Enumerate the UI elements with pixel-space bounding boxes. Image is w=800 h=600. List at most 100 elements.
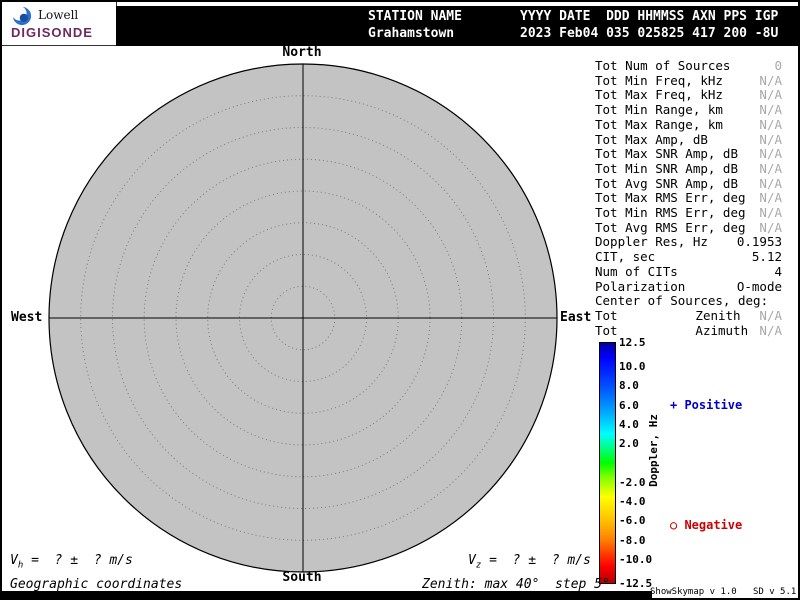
colorbar-tick-label: -8.0 bbox=[619, 533, 646, 547]
header-fields-value: 2023 Feb04 035 025825 417 200 -8U bbox=[520, 26, 779, 41]
stat-label: CIT, sec bbox=[595, 249, 656, 265]
stat-value: O-mode bbox=[736, 278, 782, 294]
colorbar-tick-label: -10.0 bbox=[619, 552, 653, 566]
logo-product-name: DIGISONDE bbox=[11, 25, 93, 40]
stat-value: N/A bbox=[759, 72, 782, 88]
stat-label: Tot Avg RMS Err, deg bbox=[595, 219, 746, 235]
stat-value: N/A bbox=[759, 190, 782, 206]
stat-value: N/A bbox=[759, 322, 782, 338]
stat-row: Tot Avg RMS Err, deg N/A bbox=[595, 219, 782, 236]
zenith-scale-note: Zenith: max 40° step 5° bbox=[422, 577, 610, 592]
negative-legend: ○ Negative bbox=[670, 518, 743, 532]
header-station-label: STATION NAME bbox=[368, 9, 462, 24]
stat-row: CIT, sec 5.12 bbox=[595, 249, 782, 265]
label-west: West bbox=[11, 310, 43, 325]
colorbar-title: Doppler, Hz bbox=[647, 414, 660, 487]
colorbar-tick-label: -12.5 bbox=[619, 577, 653, 590]
vz-subscript: z bbox=[475, 560, 482, 571]
colorbar-tick-label: 2.0 bbox=[619, 437, 639, 451]
stat-row: Tot Avg SNR Amp, dB N/A bbox=[595, 175, 782, 192]
stat-row: Tot Min Range, km N/A bbox=[595, 102, 782, 118]
positive-legend: + Positive bbox=[670, 398, 743, 412]
stat-row: Tot Min RMS Err, deg N/A bbox=[595, 205, 782, 221]
stat-value: N/A bbox=[759, 146, 782, 162]
colorbar-tick-label: -4.0 bbox=[619, 495, 646, 509]
stat-label: Tot Max Range, km bbox=[595, 116, 723, 132]
vz-symbol: V bbox=[468, 553, 476, 568]
stat-value: N/A bbox=[759, 175, 782, 191]
bottom-bar bbox=[2, 591, 652, 598]
app-version: ShowSkymap v 1.0 SD v 5.1 bbox=[650, 587, 797, 597]
stat-label: Tot Avg SNR Amp, dB bbox=[595, 175, 738, 191]
colorbar-tick-label: 12.5 bbox=[619, 336, 646, 349]
stat-value: N/A bbox=[759, 219, 782, 235]
colorbar-tick-label: -6.0 bbox=[619, 514, 646, 528]
vh-value: = ? ± ? m/s bbox=[23, 553, 133, 568]
stat-label: Tot Max RMS Err, deg bbox=[595, 190, 746, 206]
stat-value: 0 bbox=[774, 58, 782, 73]
stat-row: Tot Zenith N/A bbox=[595, 307, 782, 324]
header-bar: STATION NAME YYYY DATE DDD HHMMSS AXN PP… bbox=[116, 6, 798, 46]
label-south: South bbox=[282, 570, 322, 585]
stat-row: Tot Max SNR Amp, dB N/A bbox=[595, 147, 782, 162]
stat-row: Center of Sources, deg: bbox=[595, 294, 782, 309]
stat-value: N/A bbox=[759, 205, 782, 221]
stat-row: Tot Max Freq, kHz N/A bbox=[595, 88, 782, 103]
colorbar-tick-label: 8.0 bbox=[619, 379, 639, 393]
stat-row: Tot Azimuth N/A bbox=[595, 322, 782, 339]
stat-label: Tot Min SNR Amp, dB bbox=[595, 160, 738, 176]
stat-mid-label: Zenith bbox=[695, 307, 741, 323]
colorbar-tick-label: 6.0 bbox=[619, 398, 639, 412]
stat-label: Tot Max Freq, kHz bbox=[595, 87, 723, 103]
label-east: East bbox=[560, 310, 592, 325]
stat-value: 0.1953 bbox=[736, 234, 782, 250]
skymap-plot bbox=[48, 63, 558, 573]
stat-value: 5.12 bbox=[751, 249, 782, 265]
colorbar-ticks: 12.5 10.0 8.0 6.0 4.0 2.0 -2.0 -4.0 -6.0 -8.0 -10.… bbox=[619, 336, 661, 590]
stat-row: Tot Min SNR Amp, dB N/A bbox=[595, 160, 782, 177]
stat-value: N/A bbox=[759, 131, 782, 147]
stat-label: Doppler Res, Hz bbox=[595, 234, 708, 250]
lowell-logo: Lowell DIGISONDE bbox=[2, 2, 117, 46]
stat-value: N/A bbox=[759, 87, 782, 103]
stat-label: Polarization bbox=[595, 278, 686, 294]
stat-row: Tot Max RMS Err, deg N/A bbox=[595, 191, 782, 206]
stat-label: Tot Min Range, km bbox=[595, 102, 723, 118]
horizontal-velocity-readout: Vh = ? ± ? m/s bbox=[10, 553, 133, 571]
stat-mid-label: Azimuth bbox=[695, 322, 749, 338]
stat-row: Tot Min Freq, kHz N/A bbox=[595, 72, 782, 89]
stat-label: Tot Max Amp, dB bbox=[595, 131, 708, 147]
stat-row: Tot Max Amp, dB N/A bbox=[595, 131, 782, 148]
stats-panel: Tot Num of Sources 0 Tot Min Freq, kHz N/A T… bbox=[595, 58, 782, 339]
vh-subscript: h bbox=[17, 560, 24, 571]
stat-value: N/A bbox=[759, 102, 782, 118]
label-north: North bbox=[282, 45, 322, 60]
lowell-logo-icon bbox=[12, 6, 32, 26]
stat-label: Tot Num of Sources bbox=[595, 58, 731, 73]
header-fields-label: YYYY DATE DDD HHMMSS AXN PPS IGP bbox=[520, 9, 779, 24]
header-station-value: Grahamstown bbox=[368, 26, 455, 41]
stat-value: 4 bbox=[774, 263, 782, 279]
stat-row: Doppler Res, Hz 0.1953 bbox=[595, 235, 782, 250]
vh-symbol: V bbox=[10, 553, 18, 568]
vertical-velocity-readout: Vz = ? ± ? m/s bbox=[468, 553, 591, 571]
logo-brand-name: Lowell bbox=[38, 8, 79, 22]
stat-row: Tot Num of Sources 0 bbox=[595, 58, 782, 74]
stat-label: Tot bbox=[595, 307, 618, 323]
coordinates-note: Geographic coordinates bbox=[10, 577, 183, 592]
stat-row: Polarization O-mode bbox=[595, 278, 782, 295]
vz-value: = ? ± ? m/s bbox=[481, 553, 591, 568]
stat-label: Num of CITs bbox=[595, 263, 678, 279]
colorbar-tick-label: -2.0 bbox=[619, 475, 646, 489]
stat-label: Tot Max SNR Amp, dB bbox=[595, 146, 738, 162]
doppler-colorbar bbox=[599, 342, 616, 584]
stat-row: Num of CITs 4 bbox=[595, 263, 782, 280]
stat-label: Center of Sources, deg: bbox=[595, 293, 769, 309]
colorbar-tick-label: 10.0 bbox=[619, 360, 646, 374]
stat-label: Tot bbox=[595, 322, 618, 338]
stat-label: Tot Min RMS Err, deg bbox=[595, 205, 746, 221]
stat-row: Tot Max Range, km N/A bbox=[595, 116, 782, 133]
colorbar-tick-label: 4.0 bbox=[619, 417, 639, 431]
stat-value: N/A bbox=[759, 116, 782, 132]
